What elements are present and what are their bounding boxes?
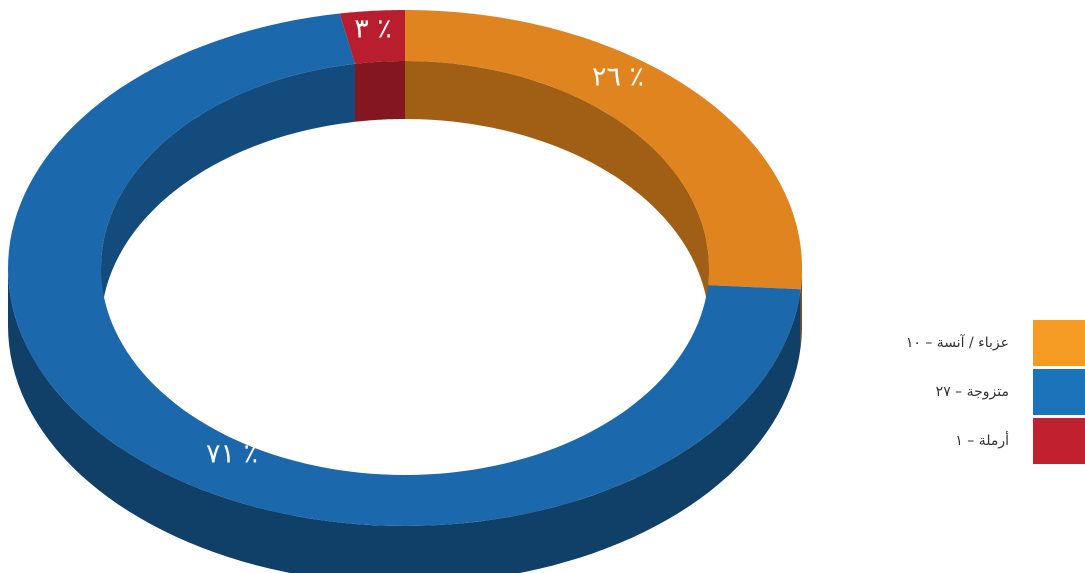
legend-label-widow: أرملة – ١ <box>955 433 1009 449</box>
legend: عزباء / آنسة – ١٠ متزوجة – ٢٧ أرملة – ١ <box>830 320 1085 467</box>
legend-swatch-single <box>1033 320 1085 366</box>
slice-widow <box>339 10 405 64</box>
legend-swatch-married <box>1033 369 1085 415</box>
data-label-married: ٧١ ٪ <box>206 439 258 470</box>
outer-wall-married <box>8 268 801 573</box>
inner-wall-married-1 <box>101 63 355 327</box>
legend-swatch-widow <box>1033 418 1085 464</box>
inner-wall-widow-1 <box>355 61 405 122</box>
legend-item-single: عزباء / آنسة – ١٠ <box>830 320 1085 366</box>
slice-single <box>405 10 802 290</box>
inner-wall-single-0 <box>405 61 709 326</box>
donut-chart: ٢٦ ٪ ٧١ ٪ ٣ ٪ <box>8 10 802 573</box>
data-label-single: ٢٦ ٪ <box>592 62 644 93</box>
legend-item-married: متزوجة – ٢٧ <box>830 369 1085 415</box>
legend-item-widow: أرملة – ١ <box>830 418 1085 464</box>
data-label-widow: ٣ ٪ <box>354 14 392 45</box>
legend-label-married: متزوجة – ٢٧ <box>935 384 1009 400</box>
legend-label-single: عزباء / آنسة – ١٠ <box>905 335 1009 351</box>
outer-wall-single <box>800 268 802 348</box>
